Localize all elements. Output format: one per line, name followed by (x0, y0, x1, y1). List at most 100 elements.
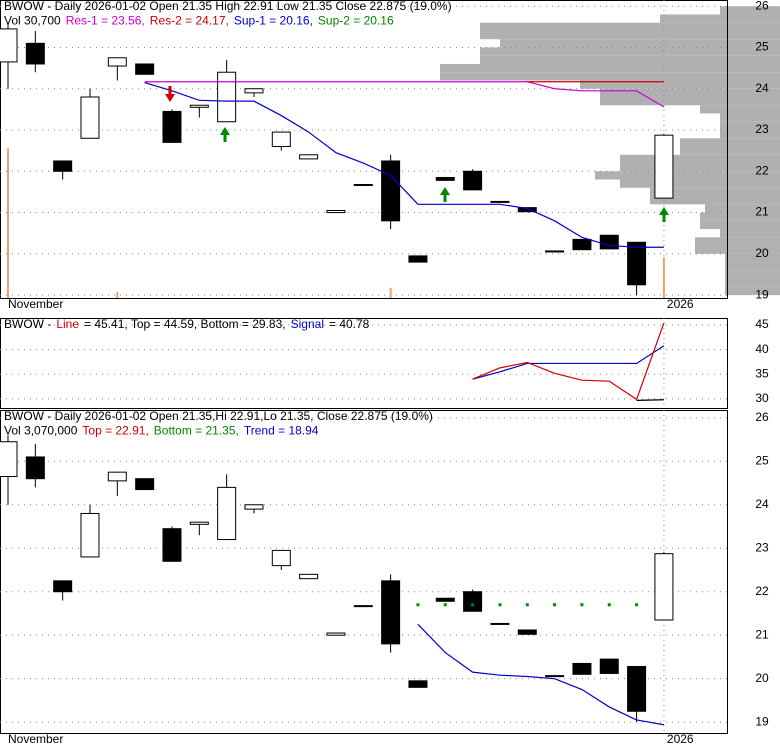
y-tick-label: 23 (755, 540, 769, 554)
volume-profile-bar (720, 121, 780, 131)
candle-body (353, 605, 373, 608)
y-tick-label: 20 (755, 671, 769, 685)
candle-body (0, 28, 18, 63)
volume-profile-bar (440, 72, 780, 81)
header-segment: = 40.78 (329, 317, 370, 331)
volume-profile-bar (725, 253, 780, 263)
volume-profile-bar (650, 187, 780, 197)
candle-body (326, 209, 346, 214)
bottom-dot (498, 603, 502, 607)
bottom-dot (443, 603, 447, 607)
bottom-dot (471, 603, 475, 607)
header-segment: Bottom = 21.35, (154, 424, 239, 438)
bottom-dot (580, 603, 584, 607)
candle-body (107, 471, 127, 482)
header-segment: Trend = 18.94 (244, 424, 319, 438)
candle-body (244, 504, 264, 510)
indicator-line (472, 322, 665, 401)
indicator-line (417, 623, 665, 726)
candle-body (326, 632, 346, 636)
volume-profile-bar (480, 22, 780, 31)
volume-profile-bar (680, 146, 780, 155)
volume-profile-bar (650, 196, 780, 205)
y-tick-label: 22 (755, 584, 769, 598)
candle-body (654, 553, 674, 621)
volume-profile-bar (720, 229, 780, 238)
volume-profile-bar (620, 179, 780, 188)
candle-body (271, 549, 291, 567)
header-segment: Signal (291, 317, 324, 331)
candle-body (80, 512, 100, 558)
candle-body (517, 207, 537, 213)
x-tick-label: November (8, 297, 63, 311)
y-tick-label: 35 (755, 366, 769, 380)
header-segment: BWOW - Daily 2026-01-02 Open 21.35,Hi 22… (4, 409, 433, 423)
panel-frame (0, 0, 728, 299)
panel-header: BWOW - Daily 2026-01-02 Open 21.35,Hi 22… (4, 409, 433, 423)
candle-body (53, 580, 73, 593)
indicator-line (636, 399, 664, 402)
volume-profile-bar (705, 204, 780, 213)
candle-body (599, 234, 619, 250)
candle-body (353, 183, 373, 186)
volume-profile-bar (600, 88, 780, 97)
candle-body (107, 57, 127, 67)
volume-profile-bar (480, 30, 780, 40)
y-tick-label: 45 (755, 317, 769, 331)
volume-profile-bar (660, 14, 780, 23)
candle-body (217, 486, 237, 541)
candle-body (490, 200, 510, 203)
y-tick-label: 21 (755, 627, 769, 641)
volume-profile-bar (725, 286, 780, 296)
volume-profile-bar (440, 63, 780, 73)
panel-frame (0, 318, 728, 409)
volume-profile-bar (620, 163, 780, 172)
header-segment: Sup-1 = 20.16, (234, 14, 313, 28)
candle-body (517, 629, 537, 635)
candle-body (408, 255, 428, 263)
indicator-line (144, 81, 664, 248)
sell-arrow (165, 86, 175, 102)
candle-body (244, 88, 264, 94)
candle-body (572, 662, 592, 675)
header-segment: Top = 22.91, (82, 424, 148, 438)
volume-profile-bar (720, 113, 780, 122)
volume-profile-bar (720, 130, 780, 139)
header-segment: = 45.41, Top = 44.59, Bottom = 29.83, (84, 317, 286, 331)
candle-body (627, 241, 647, 286)
volume-profile-bar (480, 47, 780, 56)
signal-arrows (165, 86, 669, 222)
volume-profile-bar (695, 245, 780, 254)
y-tick-label: 25 (755, 40, 769, 54)
candle-body (435, 597, 455, 602)
buy-arrow (440, 187, 450, 202)
volume-profile-bar (480, 55, 780, 64)
candle-body (299, 154, 319, 160)
volume-profile-bar (700, 220, 780, 230)
y-tick-label: 25 (755, 453, 769, 467)
header-segment: Line (56, 317, 79, 331)
header-segment: Res-2 = 24.17, (150, 14, 229, 28)
candle-body (381, 160, 401, 222)
volume-profile-bar (600, 96, 780, 106)
candle-body (80, 96, 100, 139)
candle-body (189, 104, 209, 108)
indicator-line (144, 81, 665, 108)
bottom-dot (635, 603, 639, 607)
volume-profile-bar (500, 39, 780, 48)
panel-header: BWOW - Daily 2026-01-02 Open 21.35 High … (4, 0, 452, 13)
candle-body (135, 478, 155, 491)
bottom-dot (416, 603, 420, 607)
candle-body (162, 110, 182, 143)
volume-bar (389, 287, 392, 298)
bottom-dot (553, 603, 557, 607)
candle-body (599, 658, 619, 674)
volume-profile-bar (725, 278, 780, 287)
volume-bar (116, 291, 119, 298)
candle-body (25, 42, 45, 65)
y-tick-label: 19 (755, 287, 769, 301)
panel-header: Vol 30,700 Res-1 = 23.56, Res-2 = 24.17, Su… (4, 14, 394, 28)
y-tick-label: 20 (755, 246, 769, 260)
candle-body (435, 176, 455, 181)
